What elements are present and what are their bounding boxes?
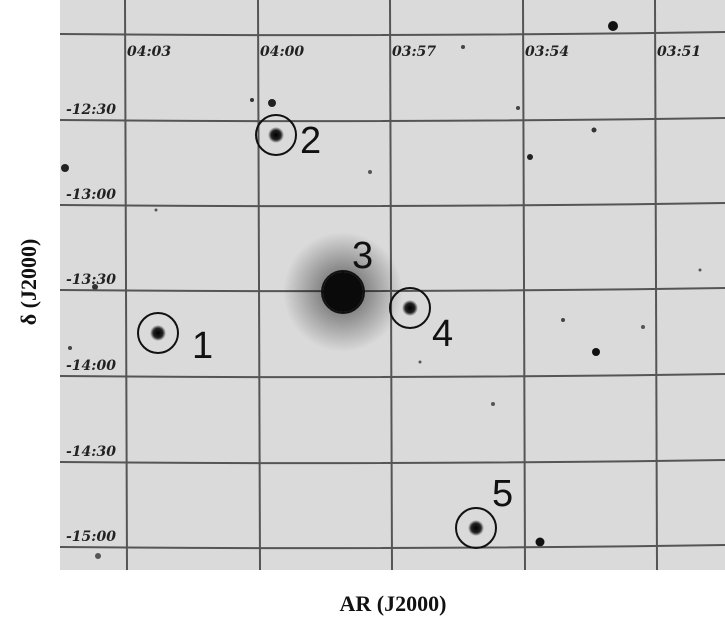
source-star [402,300,418,316]
source-label: 5 [492,473,513,515]
source-circle [321,270,365,314]
grid-line [59,31,725,37]
source-star [268,127,284,143]
grid-line [59,459,725,465]
dec-label: -13:30 [66,272,116,288]
grid-line [654,0,658,571]
ra-label: 04:00 [260,44,304,60]
dec-label: -14:30 [66,444,116,460]
dec-label: -14:00 [66,358,116,374]
grid-line [59,373,725,379]
source-label: 3 [352,235,373,277]
background-stars [61,21,702,559]
source-label: 1 [192,325,213,367]
y-axis-label: δ (J2000) [16,239,41,326]
source-circle [137,312,179,354]
dec-label: -12:30 [66,102,116,118]
ra-label: 03:57 [392,44,436,60]
grid-line [59,544,725,550]
source-star [150,325,166,341]
source-circle [389,287,431,329]
ra-label: 04:03 [127,44,171,60]
source-circle [255,114,297,156]
source-circle [455,507,497,549]
grid-line [59,202,725,208]
x-axis-label: AR (J2000) [340,591,447,616]
source-label: 4 [432,313,453,355]
dec-label: -13:00 [66,187,116,203]
dec-label: -15:00 [66,529,116,545]
grid-line [257,0,261,571]
ra-label: 03:54 [525,44,569,60]
grid-line [59,117,725,123]
grid-line [124,0,128,571]
source-label: 2 [300,120,321,162]
grid-line [522,0,526,571]
source-star [468,520,484,536]
ra-label: 03:51 [657,44,701,60]
bright-star [323,272,363,312]
